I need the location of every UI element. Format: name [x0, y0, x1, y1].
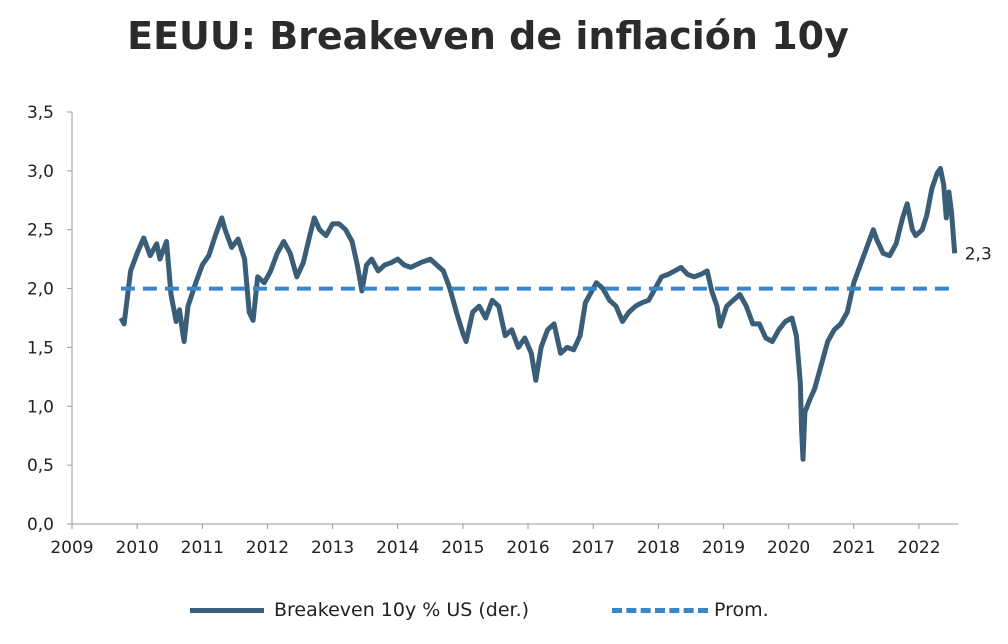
- chart-title: EEUU: Breakeven de inflación 10y: [127, 14, 849, 58]
- x-tick-label: 2014: [376, 538, 419, 558]
- y-tick-label: 0,5: [27, 456, 54, 476]
- chart-plot: 0,0 0,5 1,0 1,5 2,0 2,5 3,0 3,5 2009 2010 2011 2012…: [27, 103, 992, 558]
- series-line-breakeven: [118, 166, 958, 462]
- x-tick-label: 2018: [637, 538, 680, 558]
- x-tick-label: 2012: [246, 538, 289, 558]
- x-tick-label: 2017: [572, 538, 615, 558]
- x-tick-label: 2015: [441, 538, 484, 558]
- legend-label-breakeven: Breakeven 10y % US (der.): [274, 599, 530, 621]
- y-tick-label: 2,5: [27, 221, 54, 241]
- labels-layer: 0,0 0,5 1,0 1,5 2,0 2,5 3,0 3,5 2009 2010 2011 2012…: [27, 103, 992, 558]
- legend-item-breakeven: Breakeven 10y % US (der.): [190, 592, 529, 628]
- legend-swatch-solid: [190, 607, 264, 613]
- y-tick-label: 2,0: [27, 280, 54, 300]
- x-tick-label: 2013: [311, 538, 354, 558]
- x-tick-label: 2020: [767, 538, 810, 558]
- x-tick-label: 2021: [832, 538, 875, 558]
- y-tick-label: 1,0: [27, 397, 54, 417]
- y-tick-label: 3,5: [27, 103, 54, 123]
- legend-swatch-dashed: [612, 607, 708, 613]
- legend-item-prom: Prom.: [612, 592, 769, 628]
- x-tick-label: 2016: [506, 538, 549, 558]
- y-tick-label: 0,0: [27, 515, 54, 535]
- x-tick-label: 2009: [50, 538, 93, 558]
- legend-label-prom: Prom.: [714, 599, 769, 621]
- series-layer: [118, 166, 958, 462]
- x-tick-label: 2010: [116, 538, 159, 558]
- end-value-label: 2,3: [965, 244, 992, 264]
- y-tick-label: 3,0: [27, 162, 54, 182]
- x-tick-label: 2019: [702, 538, 745, 558]
- y-tick-label: 1,5: [27, 338, 54, 358]
- x-tick-label: 2022: [897, 538, 940, 558]
- chart-legend: Breakeven 10y % US (der.) Prom.: [0, 592, 1008, 628]
- x-tick-label: 2011: [181, 538, 224, 558]
- chart-axes: [67, 111, 958, 529]
